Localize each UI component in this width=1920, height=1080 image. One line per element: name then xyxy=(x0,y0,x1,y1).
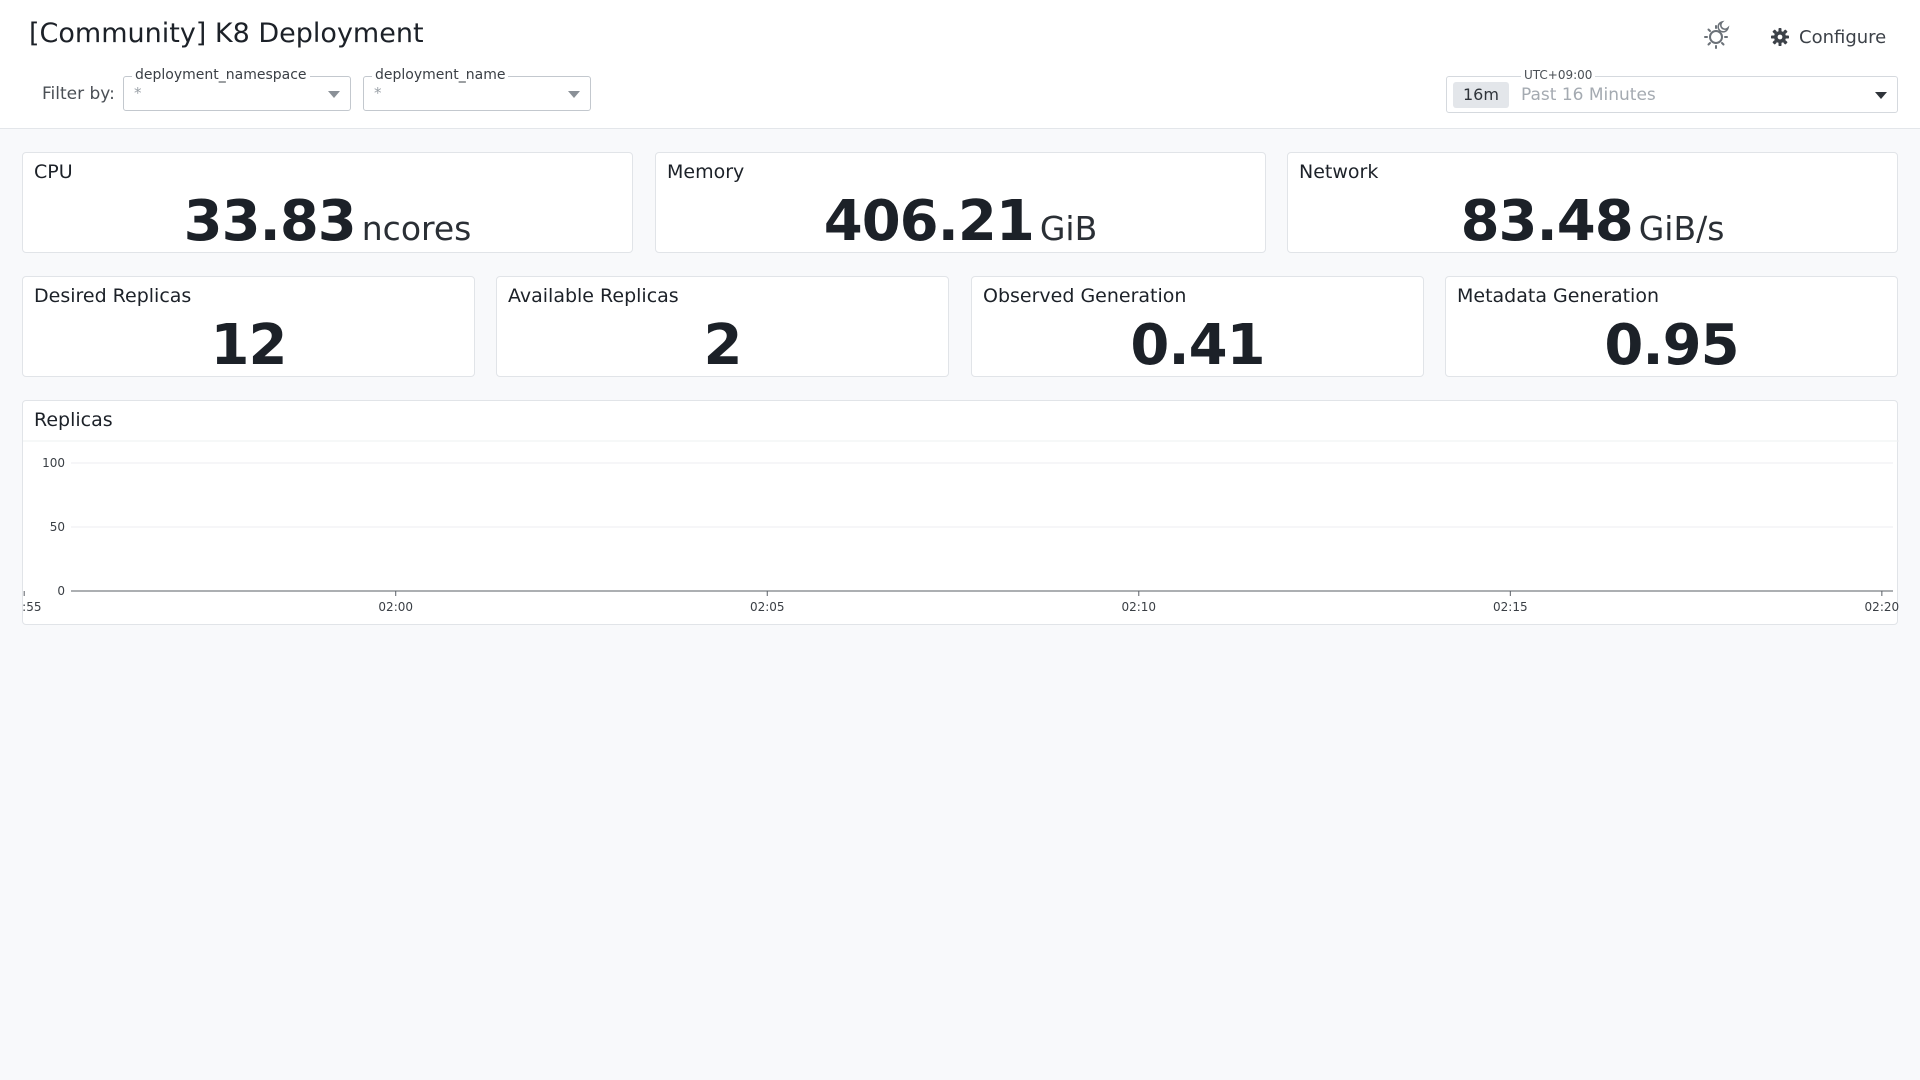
stat-value: 83.48 xyxy=(1460,189,1634,254)
gear-icon xyxy=(1771,28,1789,46)
observed-generation-widget[interactable]: Observed Generation 0.41 xyxy=(971,276,1424,378)
query-value: 2 xyxy=(497,313,948,378)
stat-unit: ncores xyxy=(361,209,472,248)
query-value: 0.41 xyxy=(972,313,1423,378)
configure-label: Configure xyxy=(1799,26,1887,48)
filter-label: Filter by: xyxy=(42,84,115,104)
y-tick-label: 50 xyxy=(50,520,65,534)
deployment-name-filter-label: deployment_name xyxy=(372,66,509,84)
time-range-text: Past 16 Minutes xyxy=(1521,85,1656,105)
replicas-chart-widget[interactable]: Replicas 0 50 100 01:55 02:00 02:05 02:10 02:15… xyxy=(22,400,1899,626)
widget-title: Available Replicas xyxy=(508,285,679,307)
timezone-label: UTC+09:00 xyxy=(1521,67,1596,83)
sun-moon-icon xyxy=(1704,20,1730,49)
desired-replicas-widget[interactable]: Desired Replicas 12 xyxy=(22,276,475,378)
namespace-filter-label: deployment_namespace xyxy=(132,66,310,84)
stat-value: 12 xyxy=(210,313,288,378)
x-tick-label: 02:10 xyxy=(1121,600,1156,614)
widget-title: Metadata Generation xyxy=(1457,285,1660,307)
widget-title: CPU xyxy=(34,161,73,183)
query-value: 406.21 GiB xyxy=(656,189,1265,254)
stat-unit: GiB xyxy=(1039,209,1098,248)
stat-value: 33.83 xyxy=(183,189,357,254)
chevron-down-icon xyxy=(1875,92,1887,99)
y-tick-label: 0 xyxy=(57,584,65,598)
namespace-filter[interactable]: deployment_namespace * xyxy=(123,66,351,111)
namespace-filter-value: * xyxy=(134,84,142,102)
dashboard-header: [Community] K8 Deployment Filter by: dep… xyxy=(0,0,1920,129)
widget-title: Observed Generation xyxy=(983,285,1187,307)
theme-toggle-button[interactable] xyxy=(1700,18,1734,52)
stat-value: 0.95 xyxy=(1604,313,1739,378)
stat-value: 0.41 xyxy=(1130,313,1265,378)
stat-value: 2 xyxy=(703,313,743,378)
time-range-badge: 16m xyxy=(1453,82,1509,108)
stat-value: 406.21 xyxy=(823,189,1035,254)
metadata-generation-widget[interactable]: Metadata Generation 0.95 xyxy=(1445,276,1898,378)
query-value: 12 xyxy=(23,313,474,378)
query-value: 33.83 ncores xyxy=(23,189,632,254)
query-value: 83.48 GiB/s xyxy=(1288,189,1897,254)
replicas-chart[interactable]: 0 50 100 01:55 02:00 02:05 02:10 02:15 02:20 xyxy=(23,401,1899,626)
stat-unit: GiB/s xyxy=(1638,209,1725,248)
widget-title: Network xyxy=(1299,161,1379,183)
chart-title: Replicas xyxy=(34,409,113,431)
time-range-picker[interactable]: UTC+09:00 16m Past 16 Minutes xyxy=(1446,67,1898,113)
cpu-widget[interactable]: CPU 33.83 ncores xyxy=(22,152,633,254)
deployment-name-filter[interactable]: deployment_name * xyxy=(363,66,591,111)
x-tick-label: 01:55 xyxy=(23,600,41,614)
deployment-name-filter-value: * xyxy=(374,84,382,102)
network-widget[interactable]: Network 83.48 GiB/s xyxy=(1287,152,1898,254)
x-tick-label: 02:15 xyxy=(1493,600,1528,614)
available-replicas-widget[interactable]: Available Replicas 2 xyxy=(496,276,949,378)
chevron-down-icon xyxy=(568,91,580,98)
memory-widget[interactable]: Memory 406.21 GiB xyxy=(655,152,1266,254)
chevron-down-icon xyxy=(328,91,340,98)
x-tick-label: 02:00 xyxy=(378,600,413,614)
query-value: 0.95 xyxy=(1446,313,1897,378)
y-tick-label: 100 xyxy=(42,456,65,470)
page-title: [Community] K8 Deployment xyxy=(29,18,424,49)
widget-title: Memory xyxy=(667,161,745,183)
widget-title: Desired Replicas xyxy=(34,285,192,307)
configure-button[interactable]: Configure xyxy=(1770,22,1886,52)
x-tick-label: 02:05 xyxy=(750,600,785,614)
x-tick-label: 02:20 xyxy=(1865,600,1899,614)
